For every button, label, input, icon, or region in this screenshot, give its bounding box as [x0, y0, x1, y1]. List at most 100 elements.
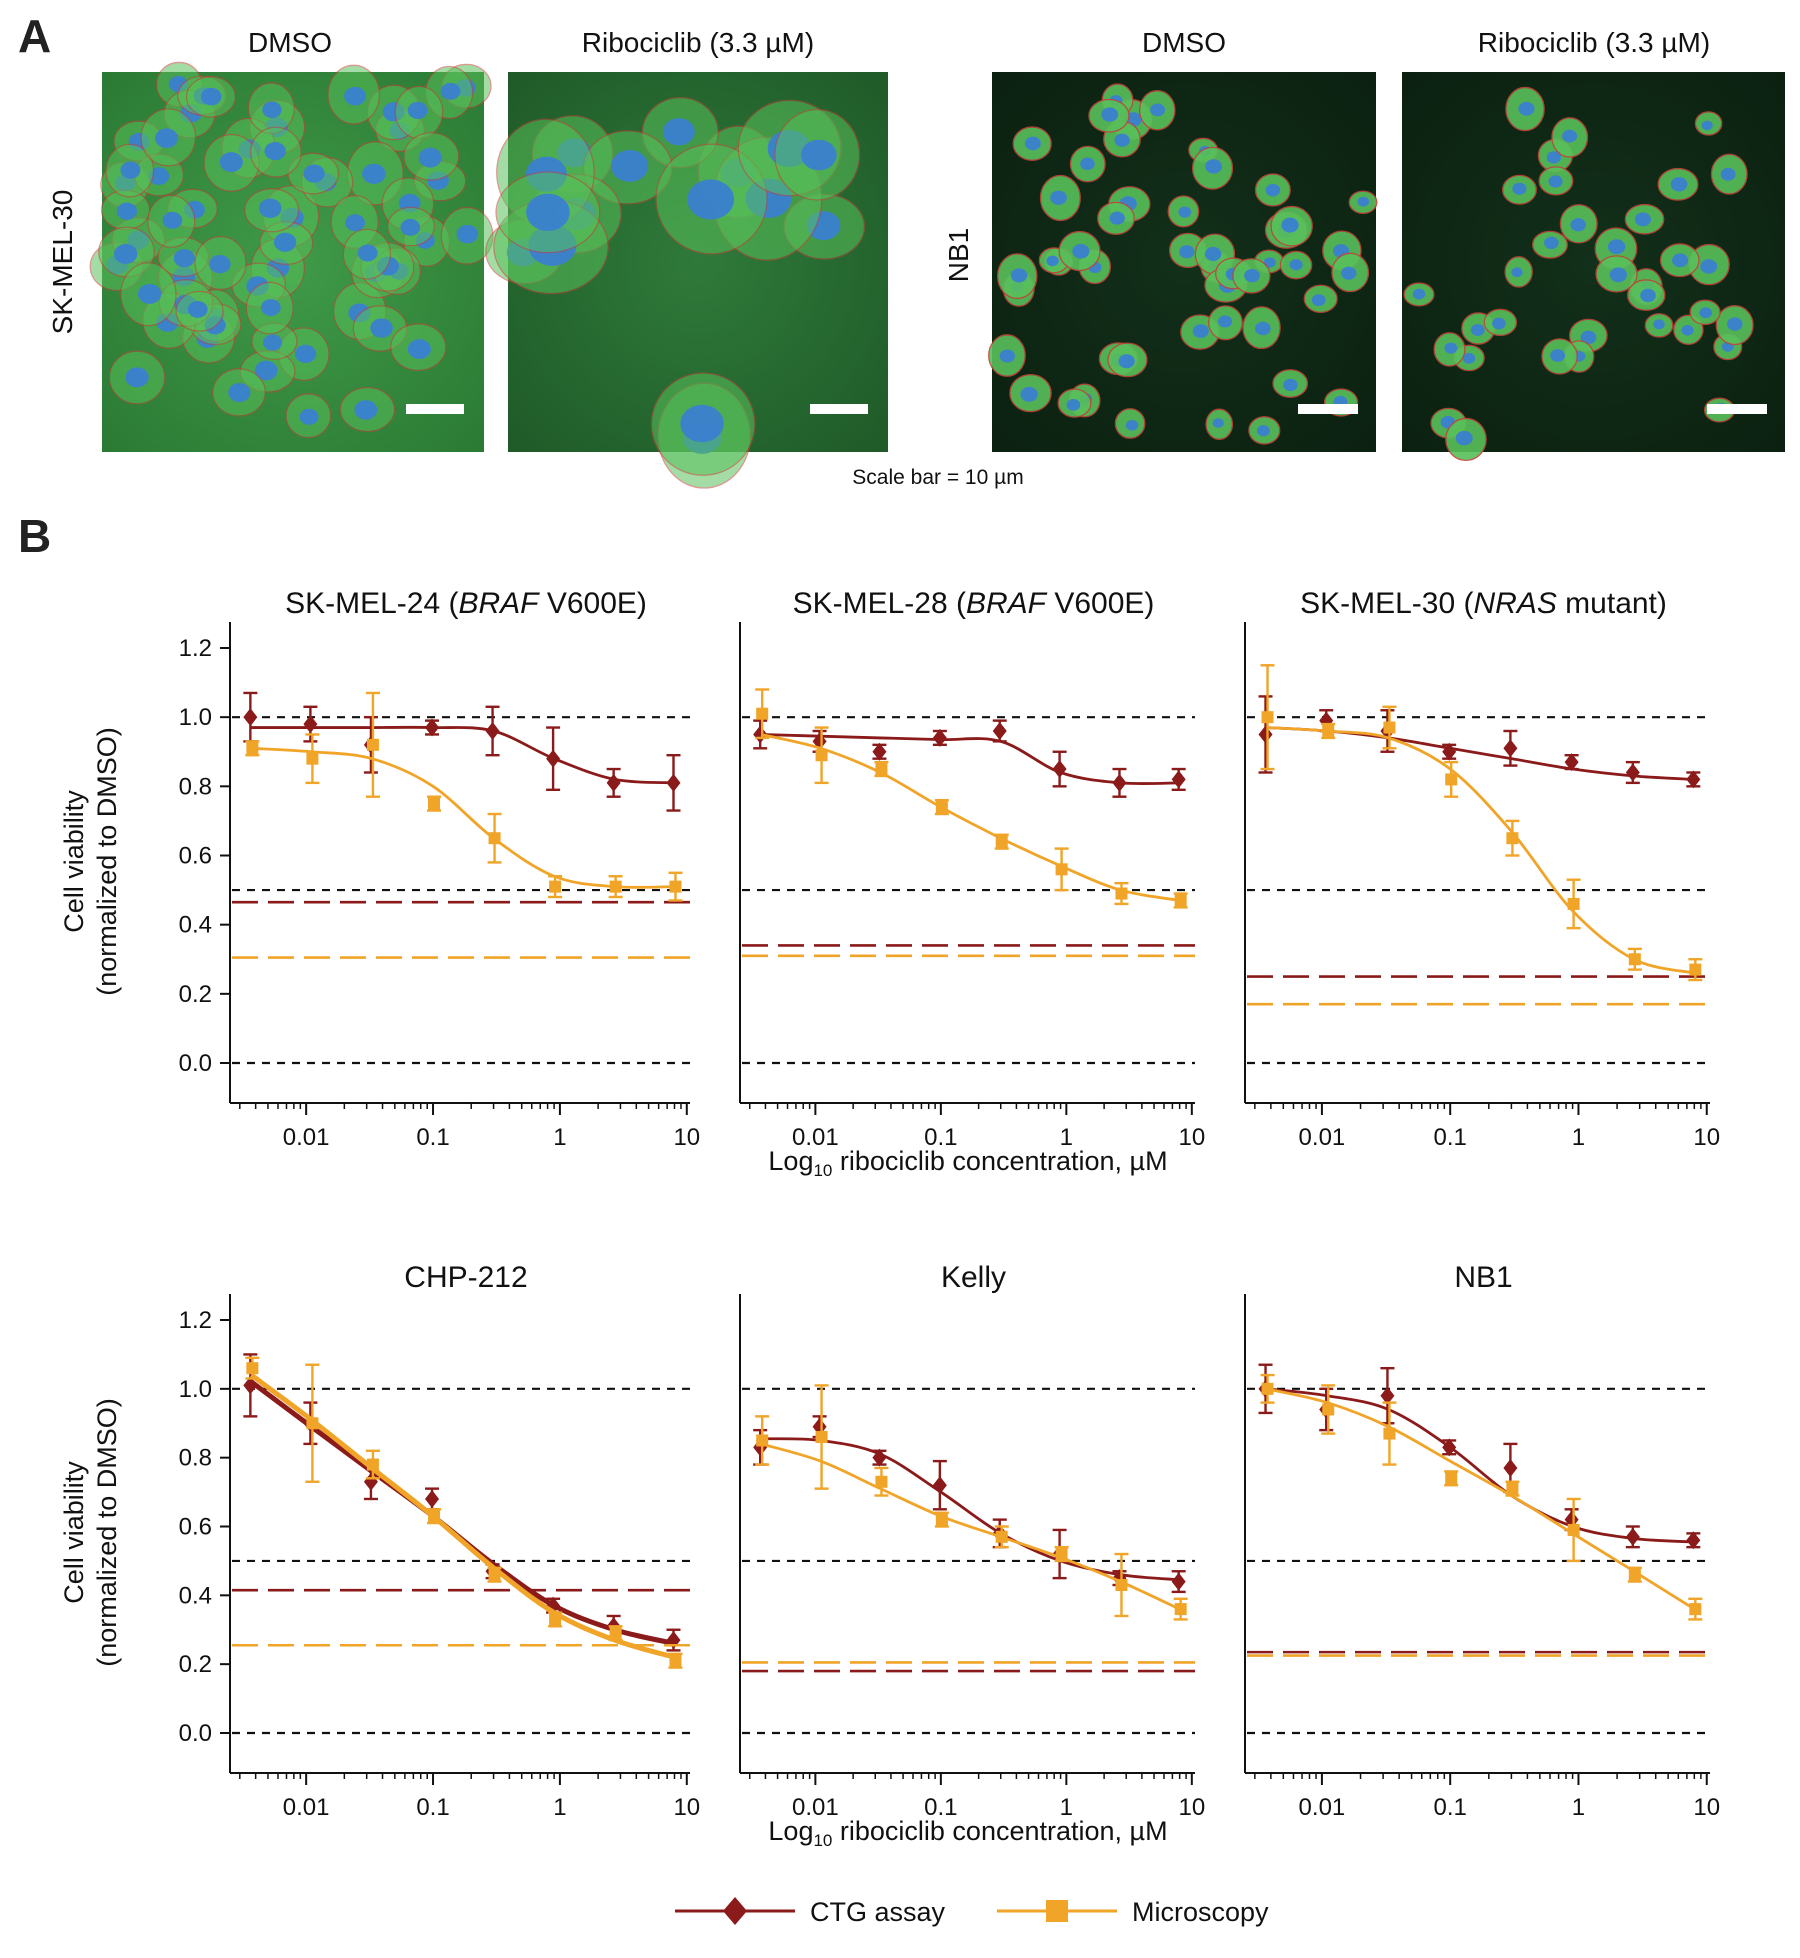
ctg-data-point	[1686, 1531, 1701, 1550]
microscopy-data-point	[548, 875, 563, 899]
nucleus	[1255, 321, 1271, 336]
diamond-marker	[1112, 773, 1127, 792]
panel-b-letter: B	[18, 510, 51, 562]
nucleus	[1046, 255, 1059, 267]
nucleus	[1699, 307, 1712, 319]
diamond-marker	[1564, 753, 1579, 772]
nucleus	[418, 147, 442, 168]
nucleus	[1634, 212, 1651, 227]
diamond-marker	[1171, 770, 1186, 789]
microscopy-data-point	[1260, 1373, 1275, 1404]
ctg-data-point	[1171, 767, 1186, 791]
nucleus	[801, 139, 837, 171]
square-marker	[1055, 1548, 1068, 1561]
x-tick-label: 10	[1693, 1794, 1720, 1821]
square-marker	[1261, 711, 1274, 724]
nucleus	[1256, 425, 1270, 437]
x-axis-label-rest: ribociclib concentration, µM	[832, 1816, 1167, 1846]
microscopy-data-point	[427, 1508, 442, 1525]
microscopy-data-point	[1627, 947, 1642, 971]
legend-item-ctg: CTG assay	[675, 1897, 946, 1927]
nucleus	[299, 408, 319, 425]
nucleus	[155, 128, 178, 148]
nucleus	[1244, 268, 1260, 283]
microscopy-data-point	[1382, 705, 1397, 750]
chart-5: Kelly 0.01 0.1 1 10	[739, 1261, 1205, 1821]
square-marker	[935, 801, 948, 814]
x-axis-label-log: Log	[768, 1146, 813, 1176]
ctg-data-point	[1380, 1366, 1395, 1425]
chart-title: CHP-212	[404, 1261, 527, 1294]
microscopy-data-point	[365, 1449, 380, 1480]
square-marker	[246, 742, 259, 755]
ctg-data-point	[872, 1448, 887, 1467]
diamond-marker	[932, 728, 947, 747]
nucleus	[116, 202, 137, 220]
nucleus	[1562, 129, 1578, 143]
nucleus	[254, 360, 278, 381]
chart-title-part: SK-MEL-30 (	[1300, 587, 1473, 620]
microscopy-data-point	[1688, 1597, 1703, 1621]
square-marker	[1689, 1603, 1702, 1616]
square-marker	[366, 738, 379, 751]
nucleus	[1357, 196, 1370, 207]
diamond-marker	[303, 715, 318, 734]
chart-title: Kelly	[941, 1261, 1006, 1294]
ctg-data-point	[1564, 753, 1579, 772]
square-marker	[1261, 1382, 1274, 1395]
y-tick-label: 0.6	[179, 843, 212, 870]
square-marker	[875, 1475, 888, 1488]
microscopy-data-point	[934, 798, 949, 816]
legend-square-icon	[1046, 1900, 1068, 1922]
nucleus	[200, 87, 222, 106]
nucleus	[261, 299, 281, 316]
ctg-fit-curve	[761, 1437, 1180, 1582]
image-title: Ribociclib (3.3 µM)	[582, 27, 814, 58]
diamond-marker	[1686, 1531, 1701, 1550]
panel-a: SK-MEL-30 DMSO Ribociclib (3.3 µM) NB1 DMSO R…	[47, 27, 1785, 489]
nucleus	[228, 383, 251, 403]
legend-label: CTG assay	[810, 1897, 946, 1927]
microscopy-data-point	[608, 875, 623, 899]
microscopy-data-point	[1505, 819, 1520, 857]
nucleus	[662, 118, 695, 146]
nucleus	[1546, 151, 1562, 164]
y-tick-label: 0.6	[179, 1514, 212, 1541]
x-tick-label: 0.01	[792, 1124, 839, 1151]
chart-title-gene: BRAF	[966, 587, 1048, 620]
nucleus	[173, 249, 195, 268]
microscopy-data-point	[548, 1611, 563, 1628]
ctg-data-point	[606, 767, 621, 798]
nucleus	[1212, 418, 1224, 428]
nucleus	[354, 400, 378, 420]
nucleus	[1218, 315, 1233, 328]
diamond-marker	[1442, 742, 1457, 761]
nucleus	[1289, 259, 1303, 271]
nucleus	[1101, 107, 1119, 122]
x-tick-label: 0.1	[416, 1794, 449, 1821]
legend-item-microscopy: Microscopy	[997, 1897, 1269, 1927]
square-marker	[488, 832, 501, 845]
square-marker	[995, 835, 1008, 848]
square-marker	[1567, 1523, 1580, 1536]
x-tick-label: 0.1	[1434, 1794, 1467, 1821]
square-marker	[1506, 1482, 1519, 1495]
microscopy-fit-curve	[251, 746, 675, 889]
microscopy-data-point	[1566, 878, 1581, 930]
ctg-data-point	[1503, 729, 1518, 767]
nucleus	[1444, 342, 1458, 354]
microscopy-data-point	[608, 1625, 623, 1642]
nucleus	[1512, 182, 1527, 195]
nucleus	[1114, 133, 1130, 147]
x-tick-label: 0.01	[792, 1794, 839, 1821]
square-marker	[1689, 963, 1702, 976]
nucleus	[1700, 259, 1718, 274]
nucleus	[1570, 218, 1586, 232]
microscopy-data-point	[994, 1525, 1009, 1549]
chart-3: SK-MEL-30 (NRAS mutant) 0.01 0.1 1 10	[1244, 587, 1720, 1151]
x-axis-label-log: Log	[768, 1816, 813, 1846]
nucleus	[440, 82, 461, 100]
x-tick-label: 1	[1572, 1124, 1585, 1151]
diamond-marker	[485, 722, 500, 740]
nucleus	[357, 244, 378, 262]
